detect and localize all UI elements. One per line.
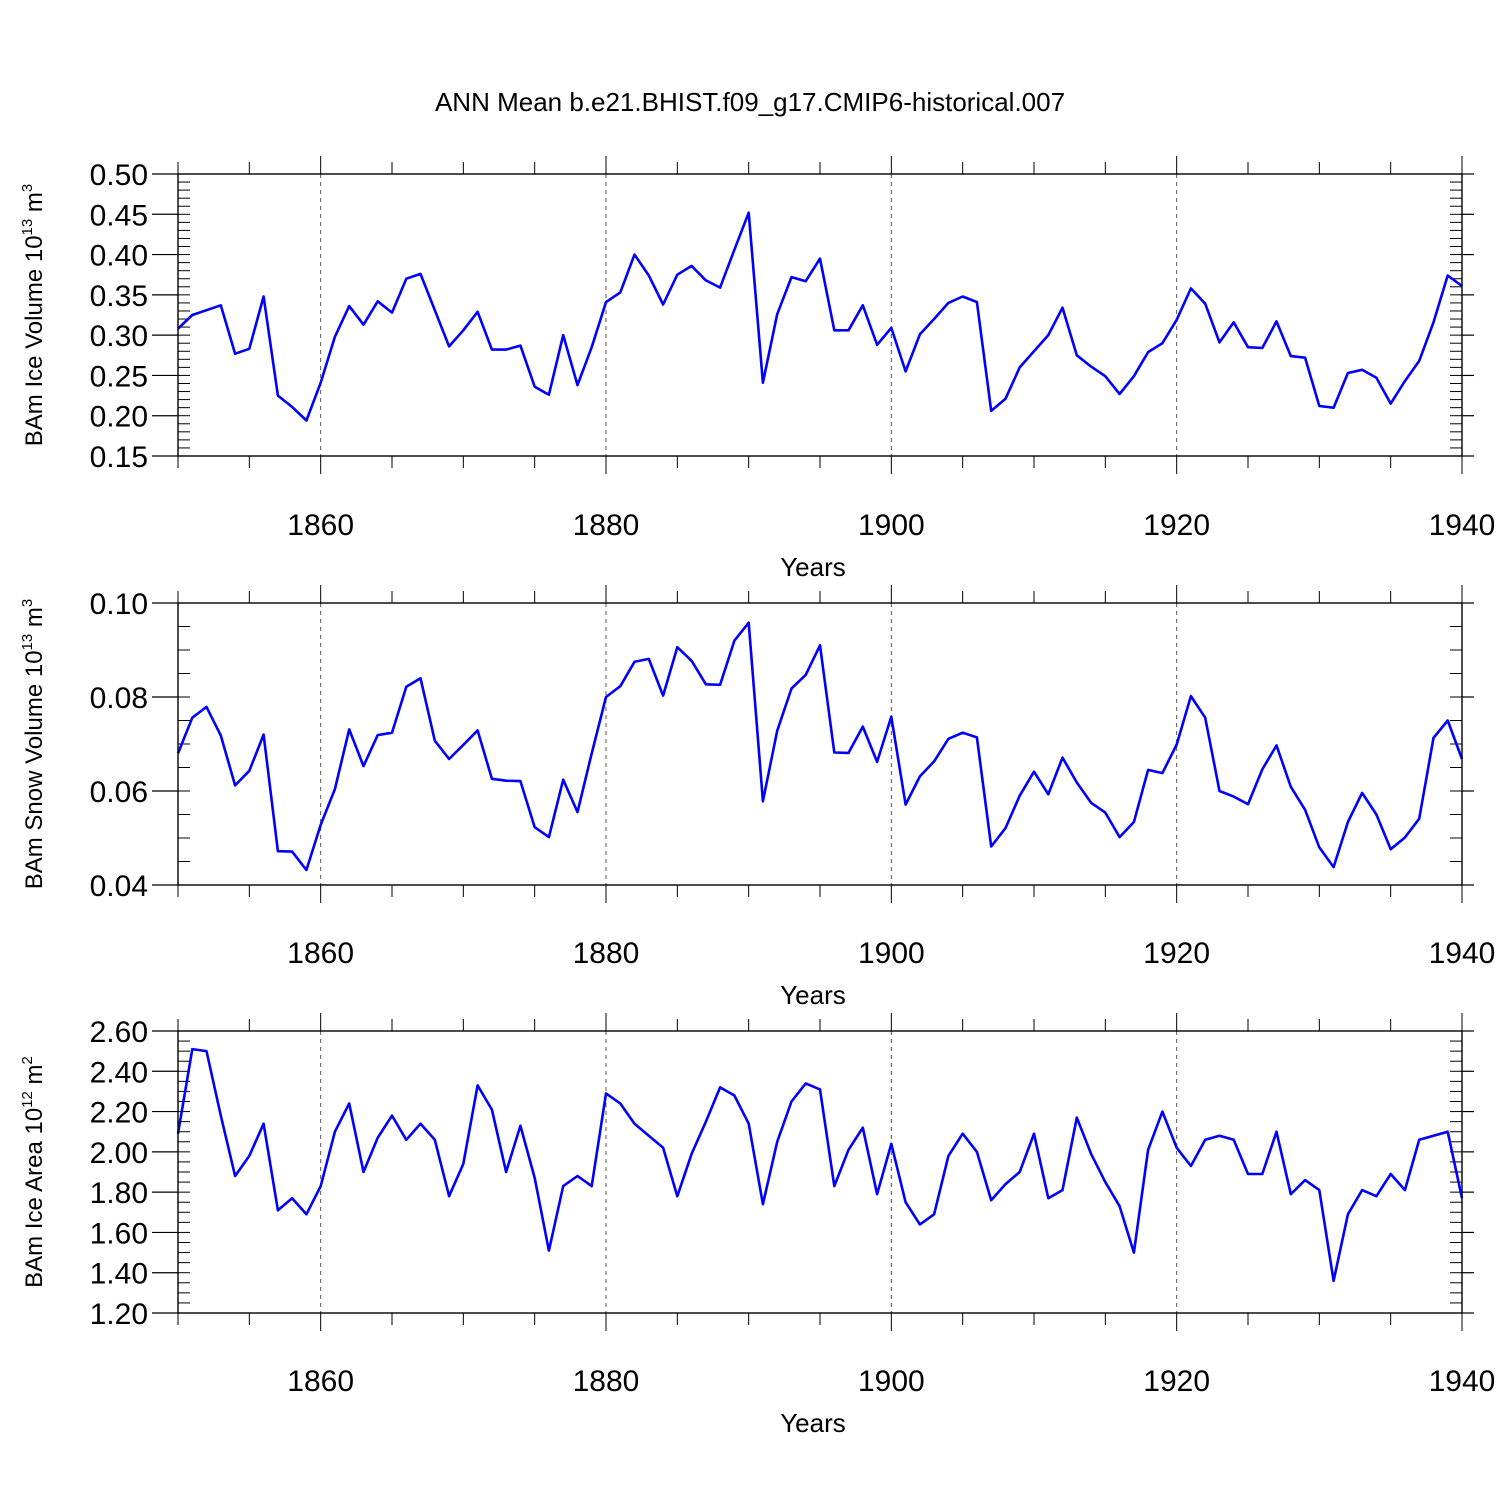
ylabel-text: BAm Ice Volume 10 [21,235,48,446]
y-tick-label: 0.35 [90,280,148,313]
x-tick-label: 1880 [573,509,640,542]
ylabel-unit: m [21,192,48,219]
ylabel-exp: 13 [19,634,36,651]
ylabel: BAm Ice Volume 1013 m3 [19,184,48,446]
y-tick-label: 1.60 [90,1217,148,1250]
x-tick-label: 1860 [287,937,354,970]
x-tick-label: 1880 [573,1365,640,1398]
series-line [176,621,1464,872]
ylabel-unit: m [21,607,48,634]
panel-ice-area: BAm Ice Area 1012 m2 Years 1.20 1.40 1.60 1… [19,1013,1495,1438]
y-tick-label: 2.60 [90,1016,148,1049]
y-tick-label: 2.40 [90,1056,148,1089]
y-tick-label: 1.80 [90,1177,148,1210]
ylabel-unit: m [21,1064,48,1091]
y-tick-label: 0.40 [90,240,148,273]
x-tick-label: 1900 [858,1365,925,1398]
series-line [177,211,1463,422]
panel-snow-volume: BAm Snow Volume 1013 m3 Years 0.04 0.06 0.… [19,585,1495,1010]
plot-frame [177,173,1463,457]
plot-frame [177,1030,1463,1314]
ylabel-exp: 13 [19,219,36,236]
ylabel-text: BAm Snow Volume 10 [21,650,48,889]
x-tick-label: 1940 [1429,1365,1496,1398]
y-tick-label: 0.15 [90,441,148,474]
xlabel: Years [780,1408,846,1438]
plot-frame [177,602,1463,886]
x-tick-label: 1920 [1143,937,1210,970]
x-tick-label: 1940 [1429,509,1496,542]
y-tick-label: 0.06 [90,776,148,809]
x-tick-label: 1920 [1143,1365,1210,1398]
y-tick-label: 0.08 [90,682,148,715]
x-tick-label: 1860 [287,1365,354,1398]
x-tick-label: 1900 [858,509,925,542]
x-tick-label: 1880 [573,937,640,970]
y-tick-label: 0.45 [90,199,148,232]
ylabel-text: BAm Ice Area 10 [21,1108,48,1288]
y-tick-label: 0.20 [90,401,148,434]
chart-title: ANN Mean b.e21.BHIST.f09_g17.CMIP6-histo… [435,87,1065,117]
panel-ice-volume: BAm Ice Volume 1013 m3 Years 0.15 0.20 0.2… [19,156,1495,582]
ylabel: BAm Ice Area 1012 m2 [19,1056,48,1288]
y-tick-label: 1.40 [90,1258,148,1291]
y-tick-label: 0.10 [90,588,148,621]
x-tick-label: 1900 [858,937,925,970]
ylabel-unit-exp: 3 [19,184,36,192]
y-tick-label: 1.20 [90,1298,148,1331]
xlabel: Years [780,552,846,582]
y-tick-label: 0.25 [90,360,148,393]
y-tick-label: 2.20 [90,1097,148,1130]
x-tick-label: 1860 [287,509,354,542]
y-tick-label: 0.30 [90,320,148,353]
xlabel: Years [780,980,846,1010]
y-tick-label: 0.50 [90,159,148,192]
y-tick-label: 0.04 [90,870,148,903]
series-line [176,1047,1464,1283]
y-tick-label: 2.00 [90,1137,148,1170]
ylabel-unit-exp: 2 [19,1056,36,1064]
ylabel: BAm Snow Volume 1013 m3 [19,599,48,890]
x-tick-label: 1920 [1143,509,1210,542]
ylabel-exp: 12 [19,1091,36,1108]
ylabel-unit-exp: 3 [19,599,36,607]
x-tick-label: 1940 [1429,937,1496,970]
